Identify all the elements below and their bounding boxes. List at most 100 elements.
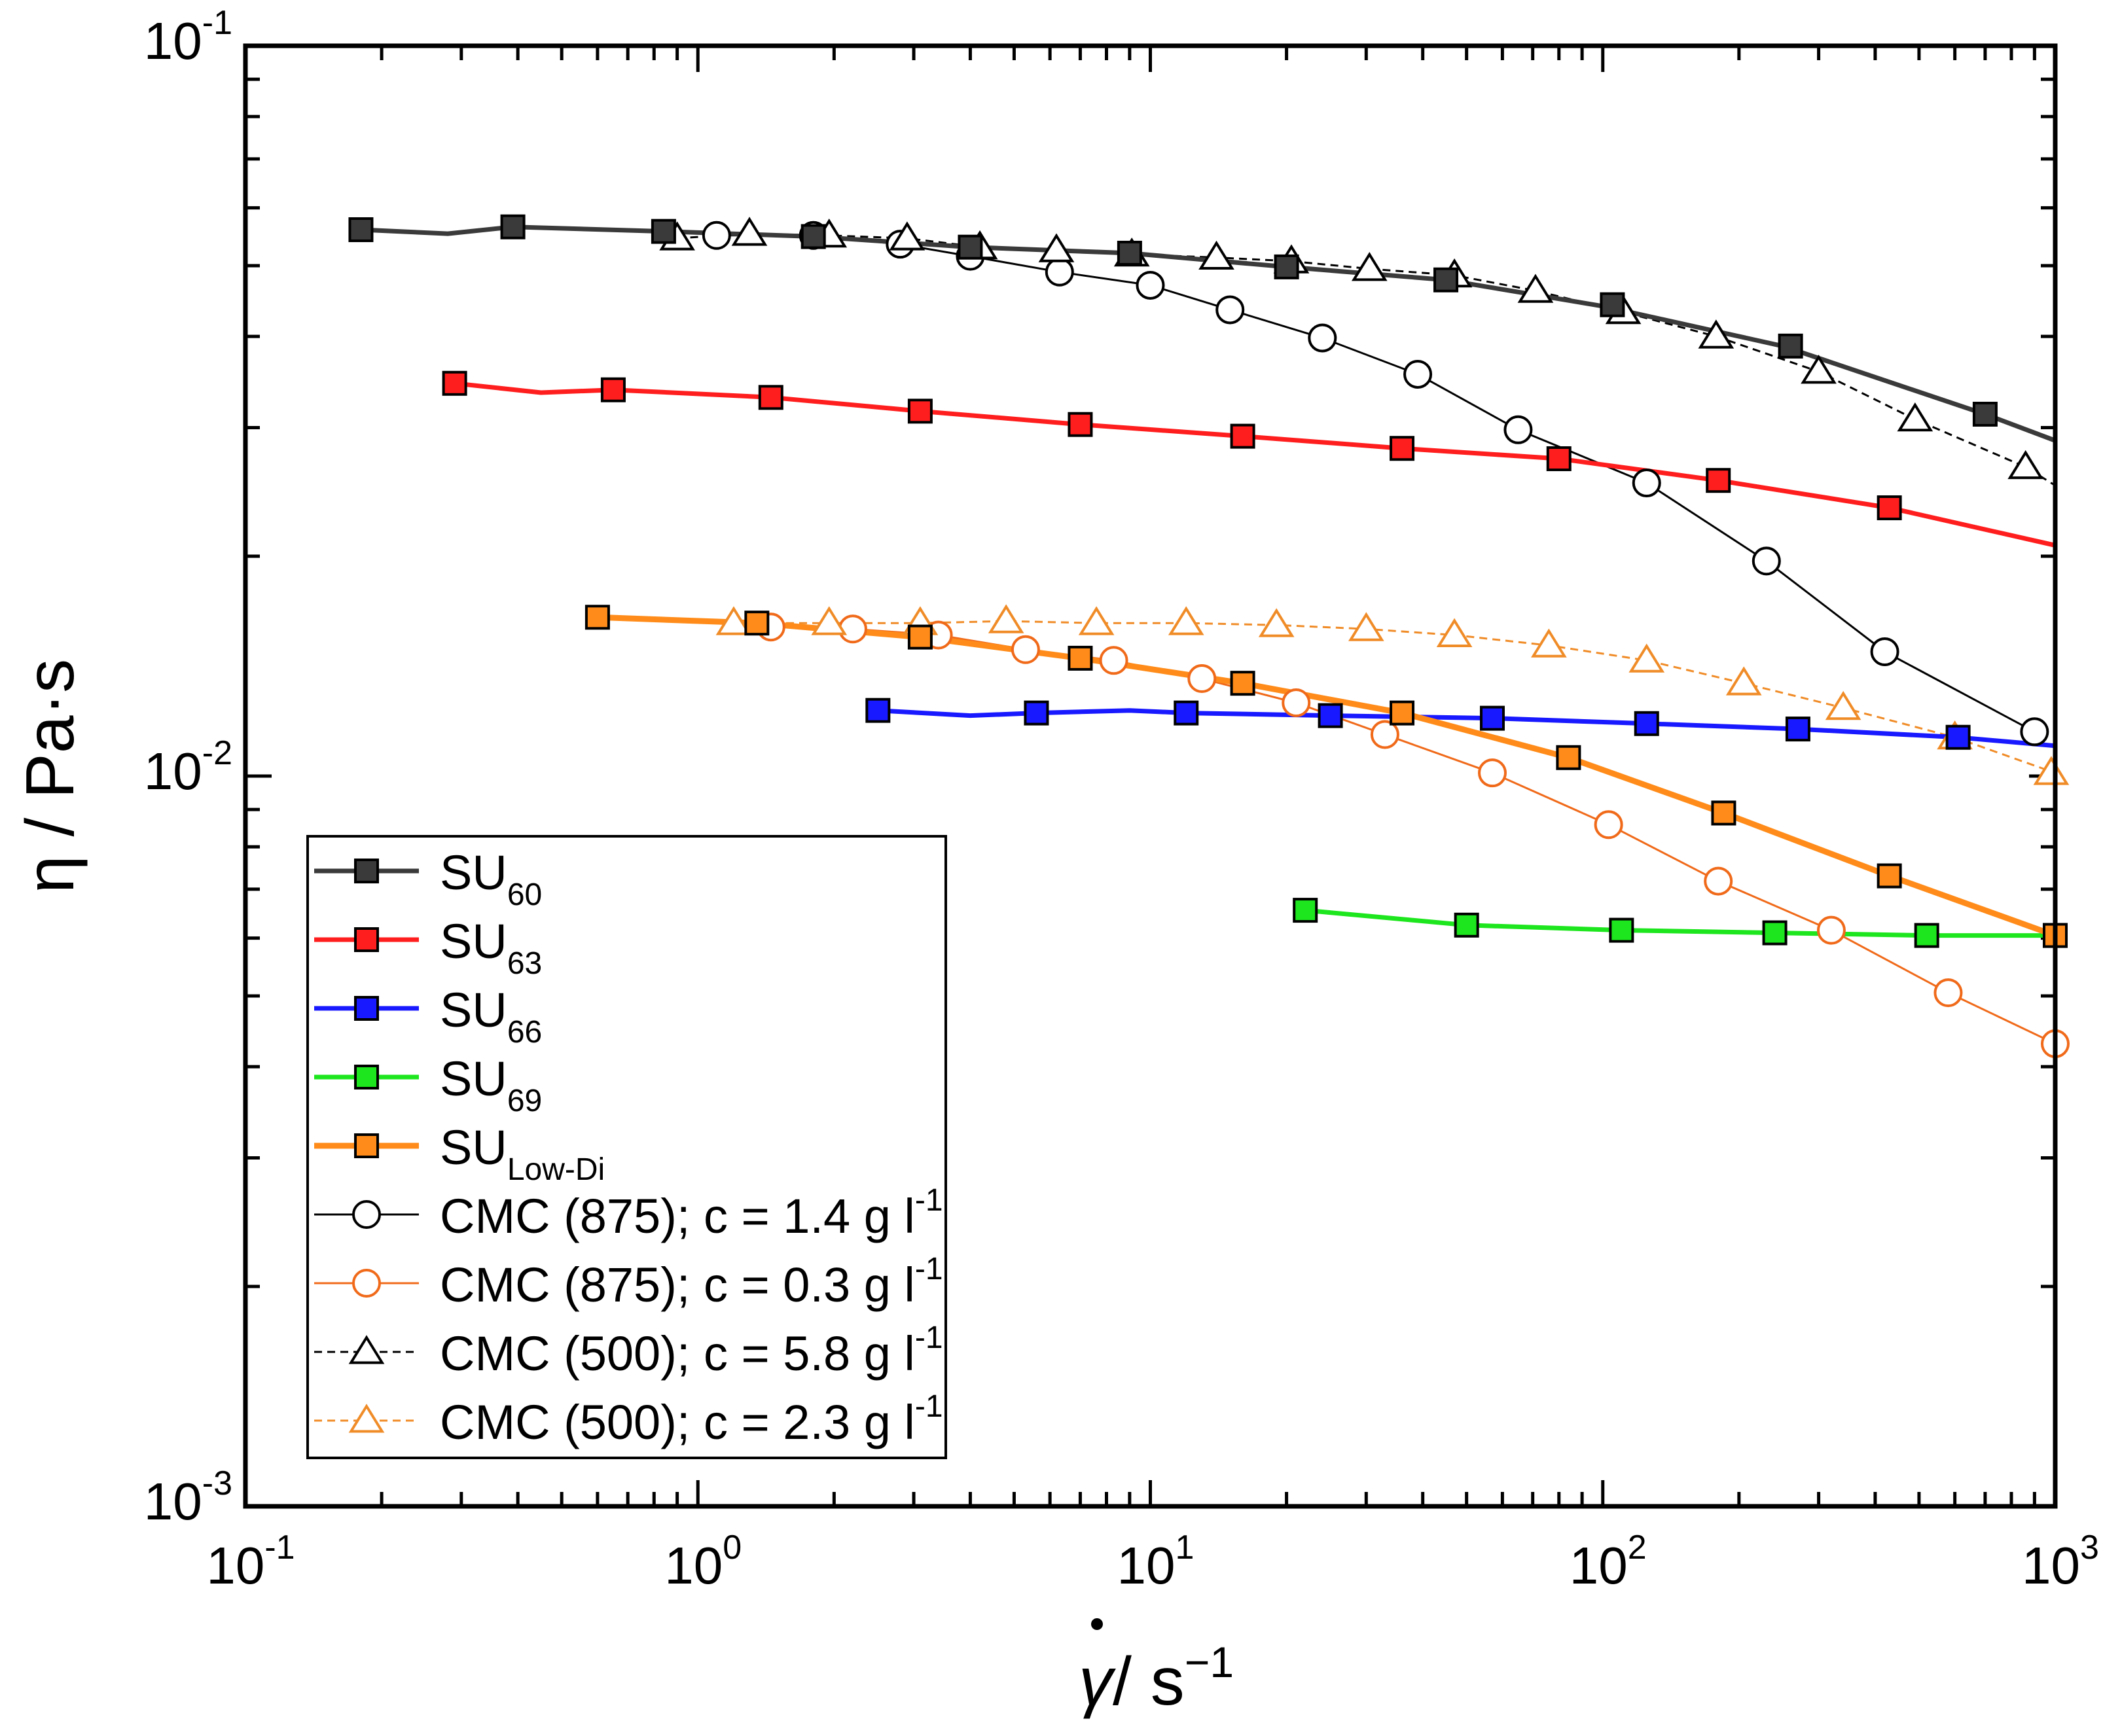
data-point — [1436, 618, 1473, 647]
legend-marker — [354, 859, 379, 883]
legend-entry: SU69 — [314, 1052, 542, 1118]
data-point — [1634, 711, 1659, 736]
legend-marker — [348, 1404, 385, 1433]
data-point — [1293, 898, 1318, 923]
data-point — [958, 234, 983, 260]
data-point — [1546, 446, 1572, 472]
data-point — [1433, 267, 1459, 292]
data-point — [1117, 240, 1142, 266]
data-point — [1068, 412, 1093, 437]
data-point — [1403, 359, 1433, 389]
data-point — [1099, 646, 1128, 675]
series-markers-0 — [348, 214, 1998, 427]
data-point — [2007, 450, 2044, 480]
data-point — [1038, 233, 1075, 262]
y-tick-label: 10-2 — [144, 734, 232, 800]
data-point — [1609, 917, 1634, 943]
data-point — [1477, 758, 1507, 788]
data-point — [1187, 664, 1217, 693]
series-line-6 — [770, 626, 2055, 1045]
data-point — [1877, 495, 1902, 521]
data-point — [1825, 690, 1861, 720]
series-markers-5 — [702, 221, 2049, 747]
legend-marker — [354, 1065, 379, 1089]
data-point — [1308, 323, 1337, 353]
data-point — [1801, 355, 1837, 384]
data-point — [1024, 700, 1049, 726]
data-point — [1706, 468, 1731, 493]
data-point — [1594, 810, 1623, 840]
data-point — [1933, 978, 1963, 1008]
data-point — [1556, 745, 1581, 770]
data-point — [715, 606, 752, 635]
data-point — [1348, 612, 1384, 641]
legend-label: CMC (500); c = 5.8 g l-1 — [440, 1320, 943, 1381]
series-line-3 — [1304, 908, 2055, 938]
data-point — [1230, 671, 1255, 696]
legend-marker — [354, 996, 379, 1021]
data-point — [865, 698, 891, 723]
legend-marker — [352, 1200, 381, 1229]
legend-label: SU60 — [440, 845, 542, 912]
data-point — [1870, 637, 1899, 666]
data-point — [1877, 863, 1902, 889]
data-point — [1945, 724, 1971, 750]
y-tick-label: 10-3 — [144, 1464, 232, 1531]
legend-label: SU63 — [440, 914, 542, 981]
data-point — [800, 224, 826, 249]
data-point — [1318, 703, 1343, 728]
data-point — [702, 221, 731, 250]
legend-entry: CMC (500); c = 5.8 g l-1 — [314, 1320, 943, 1381]
series-line-5 — [716, 234, 2036, 733]
data-point — [1215, 295, 1245, 325]
data-point — [1479, 705, 1505, 731]
legend-label: SULow-Di — [440, 1120, 605, 1187]
data-point — [1258, 608, 1295, 637]
legend-marker — [354, 927, 379, 952]
data-point — [2033, 756, 2070, 785]
marker-layer — [348, 214, 2070, 1059]
data-point — [988, 604, 1024, 633]
data-point — [1274, 254, 1299, 279]
legend-entry: SU60 — [314, 845, 542, 912]
series-markers-1 — [442, 370, 1902, 521]
data-point — [1068, 645, 1093, 671]
y-tick-label: 10-1 — [144, 4, 232, 70]
legend-entry: CMC (500); c = 2.3 g l-1 — [314, 1389, 943, 1449]
data-point — [1351, 252, 1388, 281]
x-tick-label: 103 — [2022, 1529, 2099, 1595]
data-point — [811, 606, 848, 635]
x-tick-label: 102 — [1570, 1529, 1647, 1595]
data-point — [1762, 920, 1788, 946]
data-point — [907, 399, 933, 424]
data-point — [1230, 423, 1255, 449]
data-point — [1816, 915, 1846, 945]
data-point — [1045, 257, 1074, 287]
series-line-1 — [454, 381, 2055, 548]
legend-marker — [354, 1133, 379, 1158]
legend-marker — [352, 1269, 381, 1298]
legend-entry: SULow-Di — [314, 1120, 605, 1187]
tick-labels: 10-1 100 101 102 103 10-3 10-2 10-1 — [144, 4, 2099, 1595]
legend-entry: SU66 — [314, 983, 542, 1050]
data-point — [600, 377, 626, 402]
legend-marker — [348, 1335, 385, 1364]
series-markers-2 — [865, 698, 1971, 750]
series-markers-3 — [1293, 898, 2068, 948]
data-point — [1600, 292, 1625, 317]
data-point — [1914, 923, 1939, 948]
x-axis-label-unit: / s−1 — [1113, 1638, 1234, 1720]
legend-entry: SU63 — [314, 914, 542, 981]
x-tick-label: 100 — [664, 1529, 742, 1595]
data-point — [744, 611, 770, 636]
data-point — [1711, 800, 1736, 826]
data-point — [500, 214, 526, 239]
data-point — [1078, 606, 1115, 635]
data-point — [2020, 717, 2049, 747]
series-markers-8 — [715, 604, 2070, 785]
data-point — [1698, 319, 1735, 349]
data-point — [348, 217, 374, 243]
data-point — [1632, 469, 1661, 498]
data-point — [1174, 700, 1199, 726]
